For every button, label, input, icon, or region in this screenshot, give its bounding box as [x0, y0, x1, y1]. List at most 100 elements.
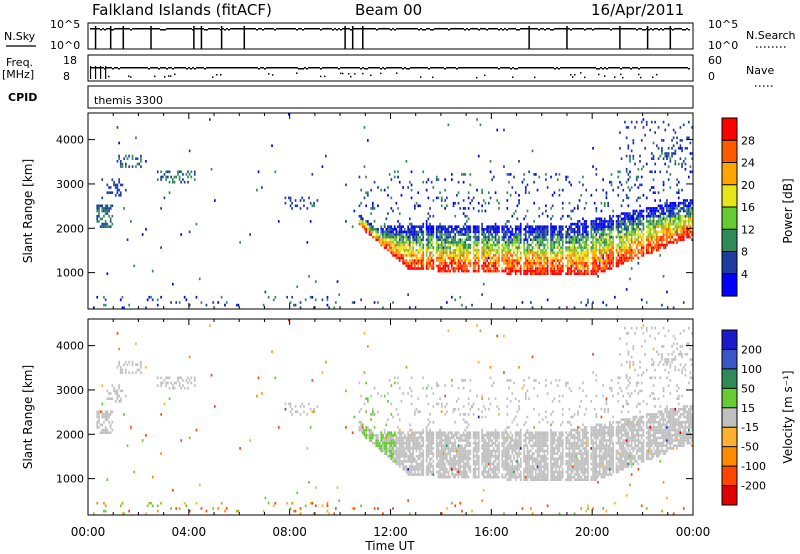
power-cell [684, 222, 687, 226]
freq-point [184, 67, 186, 69]
power-cell [617, 222, 620, 226]
velocity-cell [390, 457, 393, 461]
freq-point [396, 67, 398, 69]
power-cell [654, 207, 656, 210]
power-cell [403, 243, 406, 247]
power-cell [577, 204, 579, 208]
power-cell [577, 225, 579, 229]
power-cell [600, 228, 603, 231]
velocity-cell [429, 420, 431, 424]
nave-point [580, 72, 582, 74]
freq-point [534, 67, 536, 69]
power-cell [545, 225, 547, 229]
power-cell [622, 212, 625, 215]
power-cell [481, 233, 483, 236]
freq-point [282, 67, 284, 69]
power-cell [417, 225, 420, 229]
nsky-point [332, 29, 334, 31]
power-cell [597, 225, 599, 229]
power-cell [661, 209, 663, 213]
power-cell [647, 238, 650, 242]
power-cell [597, 267, 599, 270]
power-cell [624, 225, 626, 229]
freq-point [118, 68, 120, 70]
power-cell [676, 207, 678, 210]
power-cell [489, 225, 492, 229]
power-cell [506, 228, 509, 231]
power-cell [647, 233, 650, 236]
power-cell [561, 243, 564, 247]
velocity-cell [410, 439, 413, 442]
power-cell [523, 254, 525, 257]
power-cell [629, 251, 631, 255]
power-cell [367, 228, 369, 231]
power-cell [652, 212, 655, 215]
freq-point [262, 67, 264, 69]
power-cell [689, 212, 692, 215]
power-cell [676, 222, 678, 226]
power-cell [489, 243, 492, 247]
velocity-cell [168, 386, 171, 390]
velocity-cell [427, 441, 430, 445]
power-cell [603, 233, 606, 236]
power-cell [691, 201, 693, 205]
freq-point [424, 67, 426, 69]
velocity-cell [365, 397, 367, 401]
freq-point [240, 67, 242, 69]
power-cell [654, 214, 656, 218]
power-cell [456, 230, 458, 234]
power-cell [491, 264, 493, 268]
power-cell [503, 225, 505, 229]
power-cell [612, 243, 614, 247]
velocity-cell [390, 452, 393, 455]
velocity-cell [422, 439, 425, 442]
power-cell [405, 160, 408, 163]
velocity-cell [415, 439, 418, 442]
velocity-cell [393, 381, 396, 385]
power-cell [311, 204, 314, 208]
power-cell [667, 222, 670, 226]
freq-point [132, 67, 134, 69]
power-cell [625, 288, 628, 291]
power-cell [486, 254, 488, 257]
power-cell [101, 196, 104, 200]
power-cell [568, 256, 571, 260]
velocity-cell [420, 454, 423, 458]
power-cell [543, 264, 546, 268]
power-cell [639, 220, 641, 223]
velocity-cell [377, 392, 379, 395]
power-cell [469, 243, 472, 247]
freq-point [524, 67, 526, 69]
power-cell [108, 186, 110, 189]
velocity-cell [101, 431, 104, 435]
velocity-cell [119, 504, 122, 508]
power-cell [627, 235, 630, 239]
power-cell [521, 301, 524, 304]
freq-point [362, 67, 364, 69]
power-cell [661, 222, 663, 226]
power-cell [640, 167, 643, 171]
nsky-point [148, 28, 150, 30]
power-cell [472, 254, 475, 257]
power-cell [602, 220, 604, 223]
freq-point [188, 67, 190, 69]
nsky-point [596, 28, 598, 30]
power-cell [543, 238, 546, 242]
power-cell [457, 254, 460, 257]
nsky-point [116, 28, 118, 30]
power-cell [414, 228, 416, 231]
power-cell [538, 267, 541, 270]
power-cell [528, 267, 530, 270]
power-cell [667, 123, 670, 127]
power-cell [501, 256, 504, 260]
power-cell [619, 214, 621, 218]
power-cell [96, 207, 99, 210]
velocity-cell [409, 473, 411, 476]
power-cell [235, 303, 238, 307]
power-cell [625, 251, 628, 255]
power-cell [504, 259, 507, 262]
velocity-cell [400, 436, 403, 440]
power-cell [610, 262, 613, 265]
power-cell [429, 246, 431, 249]
power-cell [620, 157, 623, 161]
